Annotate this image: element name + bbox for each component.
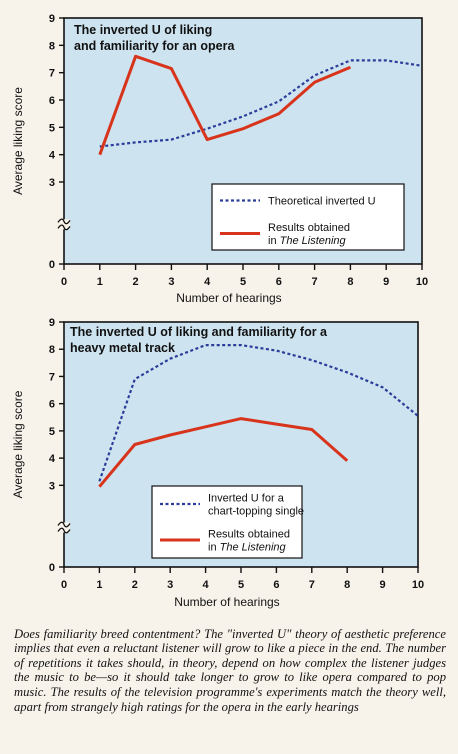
x-tick-label: 0 [61, 579, 67, 591]
chart-title-line: heavy metal track [70, 341, 175, 355]
x-tick-label: 8 [347, 276, 353, 288]
theory-series-line [99, 59, 423, 148]
x-tick-label: 3 [167, 579, 173, 591]
x-tick-label: 6 [276, 276, 282, 288]
opera-chart: 0 3 4 5 6 7 8 9 0 1 2 3 4 5 6 7 8 9 10 Number of hearings Av… [0, 0, 458, 310]
opera-chart-svg: 0 3 4 5 6 7 8 9 0 1 2 3 4 5 6 7 8 9 10 Number of hearings Av… [11, 13, 428, 305]
axis-break-mark [57, 521, 71, 528]
y-axis-label: Average liking score [11, 390, 25, 498]
y-tick-label: 6 [49, 95, 55, 107]
x-axis-label: Number of hearings [174, 595, 279, 609]
y-tick-label: 7 [49, 371, 55, 383]
legend-label: in The Listening [208, 542, 287, 554]
legend-box [211, 183, 405, 251]
legend-label: in The Listening [268, 235, 347, 247]
results-series-line [98, 417, 349, 488]
y-tick-label: 9 [49, 317, 55, 329]
x-tick-label: 3 [168, 276, 174, 288]
y-tick-label: 0 [49, 259, 55, 271]
x-tick-label: 9 [380, 579, 386, 591]
axis-break-gap [58, 522, 70, 533]
chart-title-line: and familiarity for an opera [74, 39, 236, 53]
y-tick-label: 4 [49, 453, 56, 465]
y-tick-label: 9 [49, 13, 55, 25]
legend-box [151, 485, 303, 559]
results-series-line [98, 54, 351, 156]
x-tick-label: 5 [240, 276, 246, 288]
x-tick-label: 4 [203, 579, 210, 591]
x-tick-label: 7 [312, 276, 318, 288]
legend-label: Inverted U for a [208, 493, 285, 505]
axis-break-gap [58, 219, 70, 230]
legend-label: chart-topping single [208, 506, 304, 518]
heavy-metal-chart: 0 3 4 5 6 7 8 9 0 1 2 3 4 5 6 7 8 9 10 Number of hearings Av… [0, 312, 458, 612]
x-tick-label: 2 [132, 579, 138, 591]
x-tick-label: 10 [412, 579, 424, 591]
axis-break-mark [57, 218, 71, 225]
y-tick-label: 5 [49, 426, 55, 438]
legend-label-italic: The Listening [220, 542, 287, 554]
chart-title-line: The inverted U of liking [74, 23, 212, 37]
chart-title-line: The inverted U of liking and familiarity… [70, 325, 328, 339]
y-tick-label: 8 [49, 344, 55, 356]
x-tick-label: 4 [204, 276, 211, 288]
y-tick-label: 3 [49, 480, 55, 492]
legend-label: Theoretical inverted U [268, 196, 376, 208]
x-tick-label: 0 [61, 276, 67, 288]
heavy-metal-chart-svg: 0 3 4 5 6 7 8 9 0 1 2 3 4 5 6 7 8 9 10 Number of hearings Av… [11, 317, 424, 609]
figure-caption: Does familiarity breed contentment? The … [14, 626, 446, 714]
y-tick-label: 6 [49, 399, 55, 411]
y-tick-label: 0 [49, 562, 55, 574]
theory-series-line [98, 343, 419, 482]
x-tick-label: 1 [97, 276, 103, 288]
x-tick-label: 10 [416, 276, 428, 288]
y-tick-label: 7 [49, 68, 55, 80]
y-tick-label: 4 [49, 150, 56, 162]
axis-break-mark [57, 527, 71, 534]
x-tick-label: 5 [238, 579, 244, 591]
x-tick-label: 1 [96, 579, 102, 591]
x-tick-label: 6 [273, 579, 279, 591]
axis-break-mark [57, 224, 71, 231]
x-tick-label: 9 [383, 276, 389, 288]
x-tick-label: 8 [344, 579, 350, 591]
legend-label-italic: The Listening [280, 235, 347, 247]
x-tick-label: 2 [133, 276, 139, 288]
legend-label: Results obtained [208, 529, 290, 541]
x-axis-label: Number of hearings [176, 291, 281, 305]
y-tick-label: 5 [49, 122, 55, 134]
legend-label: Results obtained [268, 222, 350, 234]
y-axis-label: Average liking score [11, 87, 25, 195]
y-tick-label: 3 [49, 177, 55, 189]
x-tick-label: 7 [309, 579, 315, 591]
y-tick-label: 8 [49, 40, 55, 52]
